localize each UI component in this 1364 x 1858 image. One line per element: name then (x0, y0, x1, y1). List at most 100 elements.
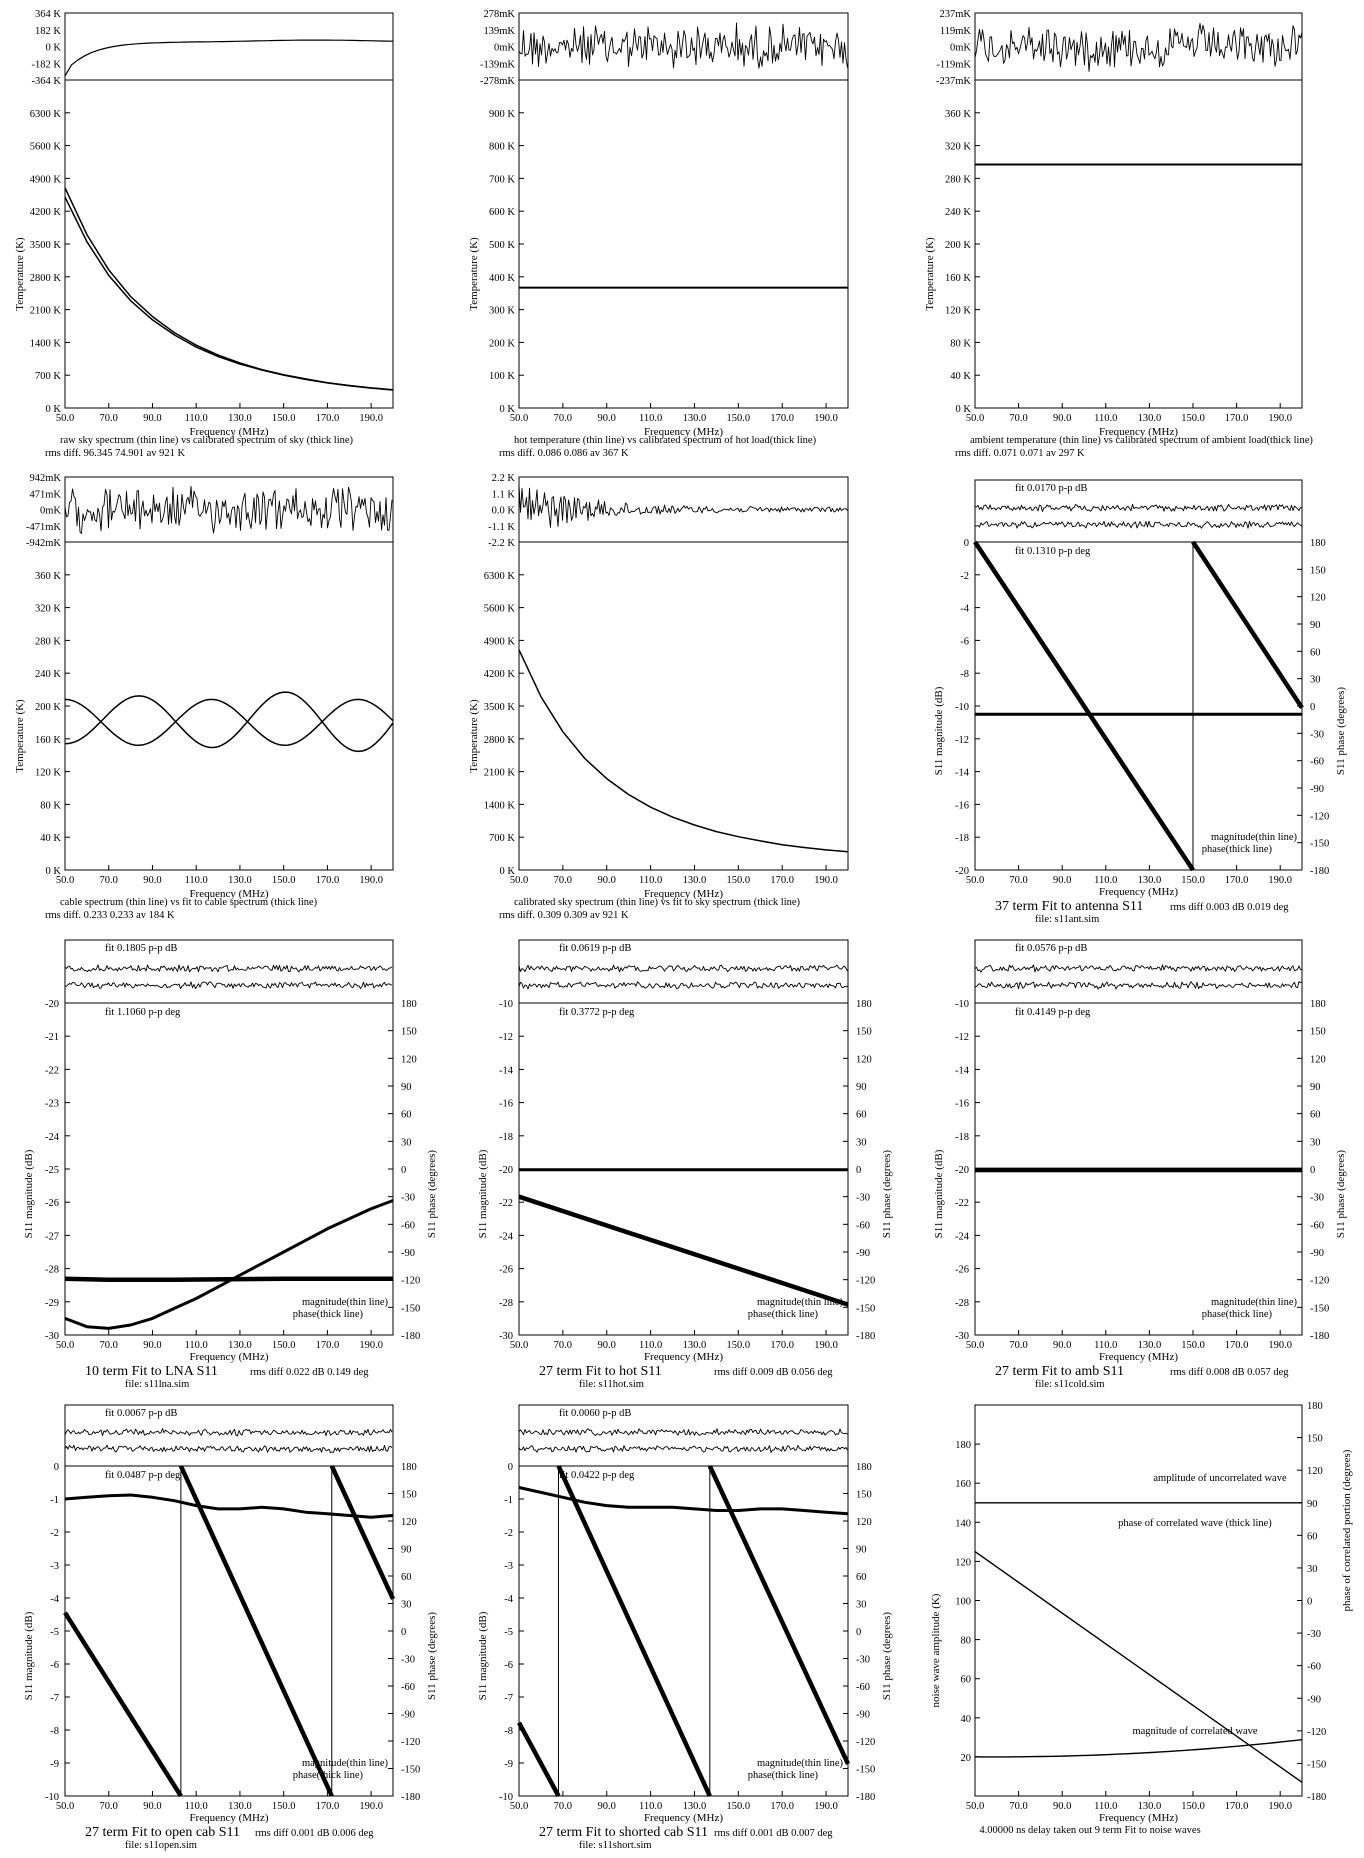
hotS11-rms: rms diff 0.009 dB 0.056 deg (714, 1367, 833, 1378)
open-ytick-label: 0 (54, 1462, 59, 1473)
open-y2label: S11 phase (degrees) (426, 1612, 438, 1701)
ambS11-ytick-label: -20 (955, 1165, 969, 1176)
noise-xtick-label: 70.0 (1009, 1801, 1027, 1812)
cable-diff-tick-label: -471mK (26, 522, 61, 533)
antenna-phase-line (973, 540, 1195, 872)
antenna-y2tick-label: 0 (1310, 702, 1315, 713)
ambient-xtick-label: 70.0 (1009, 413, 1027, 424)
cable-xtick-label: 70.0 (100, 875, 118, 886)
sky-xtick-label: 70.0 (100, 413, 118, 424)
noise-y2tick-label: 0 (1307, 1597, 1312, 1608)
hotS11-xtick-label: 170.0 (770, 1340, 794, 1351)
ambient-xtick-label: 50.0 (966, 413, 984, 424)
sky-diff-line (64, 39, 394, 77)
antenna-ytick-label: -20 (955, 866, 969, 877)
noise-ytick-label: 160 (955, 1479, 971, 1490)
hotS11-y2tick-label: -90 (856, 1248, 870, 1259)
lna-ytick-label: -27 (45, 1231, 59, 1242)
hotS11-file: file: s11hot.sim (579, 1379, 644, 1390)
hotS11-phase-line (518, 1194, 849, 1307)
sky-ytick-label: 700 K (35, 371, 61, 382)
calsky-xtick-label: 170.0 (770, 875, 794, 886)
ambS11-xtick-label: 190.0 (1268, 1340, 1292, 1351)
calsky-xtick-label: 90.0 (598, 875, 616, 886)
lna-xtick-label: 110.0 (185, 1340, 208, 1351)
noise-y2tick-label: -30 (1307, 1629, 1321, 1640)
hotS11-ytick-label: -12 (499, 1032, 513, 1043)
cable-diff-tick-label: 942mK (30, 473, 62, 484)
short-y2tick-label: 180 (856, 1462, 872, 1473)
ambient-ytick-label: 240 K (945, 207, 971, 218)
antenna-ytick-label: -18 (955, 833, 969, 844)
cable-xtick-label: 170.0 (316, 875, 340, 886)
calsky-series-line (518, 649, 849, 853)
cable-ytick-label: 40 K (40, 833, 61, 844)
short-main-panel (518, 1465, 849, 1797)
ambient-ytick-label: 80 K (950, 338, 971, 349)
short-y2tick-label: 60 (856, 1572, 867, 1583)
ambS11-ytick-label: -24 (955, 1231, 970, 1242)
calsky-ytick-label: 3500 K (484, 702, 516, 713)
open-xtick-label: 170.0 (316, 1801, 340, 1812)
hot-main-panel (518, 79, 849, 409)
ambS11-ytick-label: -18 (955, 1132, 969, 1143)
calsky-ytick-label: 700 K (489, 833, 515, 844)
lna-y2tick-label: 30 (401, 1137, 412, 1148)
antenna-y2label: S11 phase (degrees) (1335, 687, 1347, 776)
hotS11-legend-mag: magnitude(thin line) (757, 1297, 844, 1308)
short-xtick-label: 190.0 (814, 1801, 838, 1812)
ambS11-y2tick-label: 120 (1310, 1054, 1326, 1065)
lna-ytick-label: -30 (45, 1331, 59, 1342)
antenna-fit-db: fit 0.0170 p-p dB (1015, 483, 1087, 494)
calsky-rms: rms diff. 0.309 0.309 av 921 K (499, 910, 629, 921)
calsky-diff-tick-label: -2.2 K (488, 538, 515, 549)
antenna-ytick-label: -8 (960, 669, 969, 680)
open-y2tick-label: -180 (401, 1792, 420, 1803)
hotS11-y2tick-label: -180 (856, 1331, 875, 1342)
hotS11-y2tick-label: -120 (856, 1276, 875, 1287)
antenna-ylabel: S11 magnitude (dB) (933, 686, 945, 775)
hotS11-xtick-label: 90.0 (598, 1340, 616, 1351)
hotS11-ytick-label: -16 (499, 1099, 513, 1110)
open-ytick-label: -10 (45, 1792, 59, 1803)
lna-xtick-label: 130.0 (228, 1340, 252, 1351)
ambS11-ylabel: S11 magnitude (dB) (933, 1149, 945, 1238)
antenna-fit-db-line (974, 503, 1303, 512)
short-legend-phase: phase(thick line) (748, 1770, 819, 1781)
ambS11-title: 27 term Fit to amb S11 (995, 1364, 1124, 1379)
sky-diff-tick-label: 182 K (35, 26, 61, 37)
hotS11-ytick-label: -28 (499, 1298, 513, 1309)
noise-ytick-label: 100 (955, 1597, 971, 1608)
open-ytick-label: -8 (50, 1726, 59, 1737)
lna-y2tick-label: -30 (401, 1193, 415, 1204)
hotS11-ytick-label: -22 (499, 1198, 513, 1209)
cable-ytick-label: 80 K (40, 800, 61, 811)
antenna-y2tick-label: -150 (1310, 839, 1329, 850)
noise-xtick-label: 90.0 (1053, 1801, 1071, 1812)
lna-ytick-label: -26 (45, 1198, 59, 1209)
short-file: file: s11short.sim (579, 1840, 652, 1851)
lna-main-panel (64, 1002, 394, 1336)
ambient-xtick-label: 110.0 (1094, 413, 1117, 424)
hot-rms: rms diff. 0.086 0.086 av 367 K (499, 448, 629, 459)
open-ylabel: S11 magnitude (dB) (23, 1611, 35, 1700)
open-ytick-label: -1 (50, 1495, 59, 1506)
short-ytick-label: -1 (504, 1495, 513, 1506)
cable-diff-tick-label: 0mK (40, 506, 61, 517)
sky-series-line (64, 196, 394, 391)
short-y2tick-label: 30 (856, 1600, 867, 1611)
calsky-caption: calibrated sky spectrum (thin line) vs f… (514, 897, 801, 908)
lna-ytick-label: -25 (45, 1165, 59, 1176)
short-fit-deg-line (518, 1444, 848, 1453)
noise-ytick-label: 80 (961, 1636, 972, 1647)
short-y2tick-label: -60 (856, 1682, 870, 1693)
hotS11-y2tick-label: 150 (856, 1027, 872, 1038)
ambS11-xlabel: Frequency (MHz) (1099, 1351, 1178, 1363)
hot-ytick-label: 600 K (489, 207, 515, 218)
open-y2tick-label: -30 (401, 1655, 415, 1666)
calsky-ytick-label: 4200 K (484, 669, 516, 680)
lna-ytick-label: -24 (45, 1132, 60, 1143)
open-rms: rms diff 0.001 dB 0.006 deg (255, 1828, 374, 1839)
antenna-y2tick-label: -90 (1310, 784, 1324, 795)
ambient-ytick-label: 160 K (945, 273, 971, 284)
